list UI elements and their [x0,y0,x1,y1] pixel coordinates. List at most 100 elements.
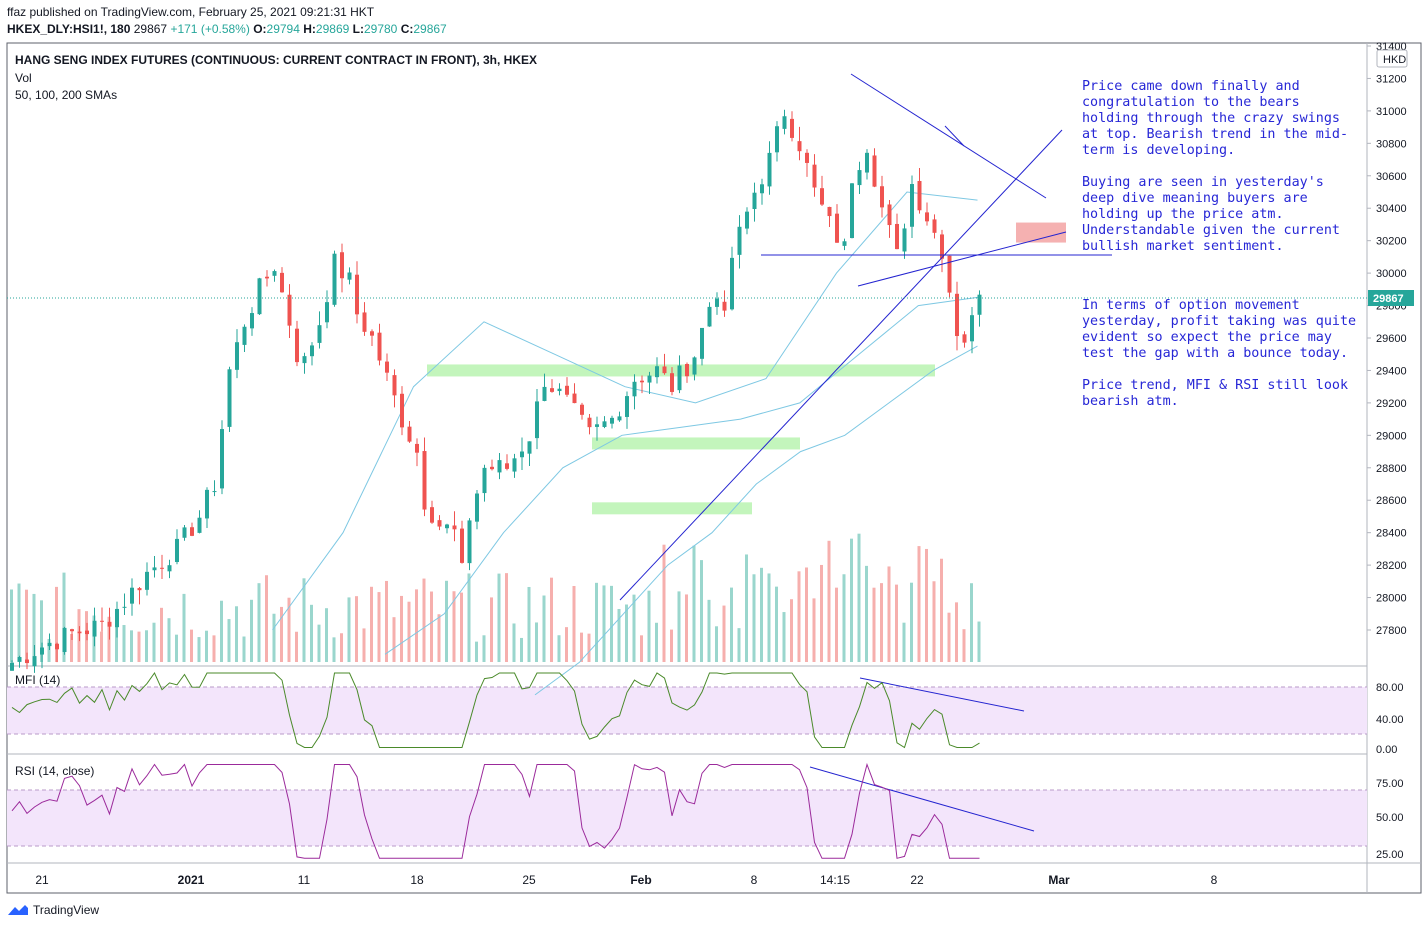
volume-bar [805,567,808,662]
candle-body [310,345,314,357]
volume-bar [865,565,868,662]
volume-bar [205,630,208,662]
candle-body [250,313,254,329]
volume-bar [662,544,666,662]
time-tick-label: 25 [522,873,536,887]
volume-bar [925,548,928,662]
candle-body [490,466,494,470]
candle-body [550,388,554,392]
rsi-label[interactable]: RSI (14, close) [15,764,95,778]
annotation-4[interactable]: Price trend, MFI & RSI still look bearis… [1082,378,1349,409]
candle-body [145,571,149,590]
volume-bar [775,586,778,662]
price-tick-label: 29400 [1376,365,1407,377]
low-value: 29780 [363,22,398,36]
volume-bar [497,573,501,662]
candle-body [970,315,974,342]
price-tick-label: 28000 [1376,593,1407,605]
mfi-tick-label: 80.00 [1376,682,1404,694]
price-tick-label: 30600 [1376,171,1407,183]
price-tick-label: 31000 [1376,106,1407,118]
annotation-1[interactable]: Price came down finally and congratulati… [1082,79,1349,158]
time-tick-label: 8 [1211,873,1218,887]
rsi-band [7,790,1367,846]
candle-body [467,520,472,564]
volume-bar [257,583,261,662]
candle-body [557,388,562,392]
price-tick-label: 27800 [1376,625,1407,637]
candle-body [460,528,464,563]
candle-body [835,213,839,243]
volume-bar [182,593,186,662]
price-tick-label: 28200 [1376,560,1407,572]
volume-bar [355,596,358,662]
time-tick-label: 18 [410,873,424,887]
candle-body [527,441,532,454]
annotation-3[interactable]: In terms of option movement yesterday, p… [1082,298,1357,361]
volume-bar [452,591,456,662]
trend-line [857,231,1067,287]
volume-bar [242,636,246,662]
volume-bar [235,606,238,662]
volume-bar [625,604,628,662]
candle-body [475,493,479,522]
volume-bar [542,595,546,662]
rsi-tick-label: 75.00 [1376,778,1404,790]
candle-body [797,141,802,152]
price-tick-label: 29000 [1376,430,1407,442]
volume-bar [857,533,861,662]
support-zone [592,437,800,450]
volume-bar [962,629,966,662]
volume-bar [880,583,883,662]
mfi-label[interactable]: MFI (14) [15,673,61,687]
candle-body [422,451,427,510]
volume-bar [62,572,66,662]
volume-bar [700,560,703,662]
volume-bar [227,619,231,662]
volume-bar [640,635,643,662]
volume-bar [910,582,913,662]
candle-body [100,620,104,622]
volume-bar [430,591,433,662]
candle-body [610,417,614,424]
candle-body [242,326,247,345]
candle-body [32,656,37,667]
volume-bar [197,637,201,662]
volume-bar [152,622,156,662]
time-tick-label: Feb [630,873,651,887]
candle-body [602,421,607,427]
volume-bar [295,631,298,662]
volume-bar [385,580,388,662]
candle-body [962,334,967,343]
symbol-line: HKEX_DLY:HSI1!, 180 29867 +171 (+0.58%) … [7,22,447,36]
candle-body [655,366,659,378]
volume-bar [70,633,73,662]
candle-body [730,257,734,310]
volume-bar [842,574,846,662]
candle-body [827,206,832,217]
volume-bar [160,607,163,662]
candle-body [497,460,502,473]
candle-body [895,223,899,250]
candle-body [565,385,569,395]
volume-legend[interactable]: Vol [15,71,32,85]
candle-body [362,312,367,332]
trend-line [944,125,965,147]
volume-bar [685,594,688,662]
footer-brand[interactable]: TradingView [7,903,99,917]
sma-legend[interactable]: 50, 100, 200 SMAs [15,88,118,102]
annotation-2[interactable]: Buying are seen in yesterday's deep dive… [1082,175,1340,254]
price-tick-label: 30200 [1376,236,1407,248]
volume-bar [550,577,553,662]
volume-bar [137,631,141,662]
candle-body [482,467,487,494]
candle-body [857,170,862,186]
candle-body [512,458,517,472]
price-tick-label: 28800 [1376,463,1407,475]
price-tick-label: 28600 [1376,495,1407,507]
candle-body [445,524,449,529]
candle-body [175,538,179,563]
volume-bar [332,637,336,662]
sma-50-line [272,191,978,631]
